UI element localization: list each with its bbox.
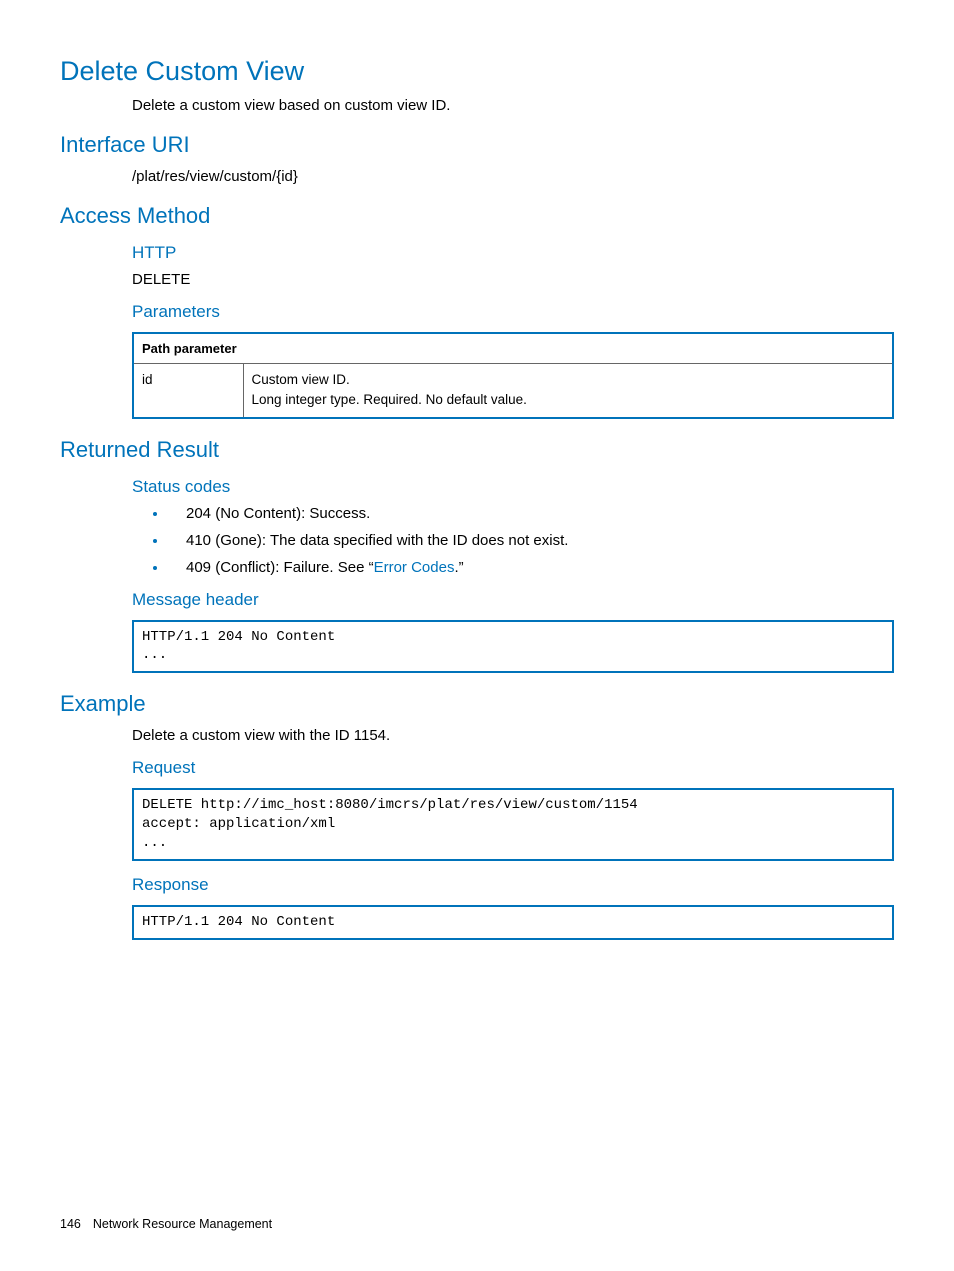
section-returned-result-heading: Returned Result	[60, 437, 894, 463]
http-heading: HTTP	[132, 243, 894, 263]
response-code: HTTP/1.1 204 No Content	[132, 905, 894, 940]
list-item: 204 (No Content): Success.	[168, 505, 894, 522]
request-code: DELETE http://imc_host:8080/imcrs/plat/r…	[132, 788, 894, 861]
list-item: 409 (Conflict): Failure. See “Error Code…	[168, 559, 894, 576]
param-desc-line2: Long integer type. Required. No default …	[252, 392, 527, 407]
chapter-name: Network Resource Management	[93, 1217, 272, 1231]
page-footer: 146 Network Resource Management	[60, 1217, 272, 1231]
request-heading: Request	[132, 758, 894, 778]
status-409-prefix: 409 (Conflict): Failure. See “	[186, 559, 374, 576]
status-409-suffix: .”	[454, 559, 463, 576]
param-desc-line1: Custom view ID.	[252, 372, 350, 387]
table-header-row: Path parameter	[133, 333, 893, 364]
list-item: 410 (Gone): The data specified with the …	[168, 532, 894, 549]
section-access-method-heading: Access Method	[60, 203, 894, 229]
param-desc-cell: Custom view ID. Long integer type. Requi…	[243, 364, 893, 418]
intro-text: Delete a custom view based on custom vie…	[132, 97, 894, 114]
page-number: 146	[60, 1217, 81, 1231]
param-name-cell: id	[133, 364, 243, 418]
http-method-value: DELETE	[132, 271, 894, 288]
parameters-heading: Parameters	[132, 302, 894, 322]
page-content: Delete Custom View Delete a custom view …	[0, 0, 954, 940]
example-intro: Delete a custom view with the ID 1154.	[132, 727, 894, 744]
response-heading: Response	[132, 875, 894, 895]
table-header: Path parameter	[133, 333, 893, 364]
section-interface-uri-heading: Interface URI	[60, 132, 894, 158]
page-title: Delete Custom View	[60, 56, 894, 87]
message-header-heading: Message header	[132, 590, 894, 610]
table-row: id Custom view ID. Long integer type. Re…	[133, 364, 893, 418]
status-codes-list: 204 (No Content): Success. 410 (Gone): T…	[60, 505, 894, 576]
section-example-heading: Example	[60, 691, 894, 717]
message-header-code: HTTP/1.1 204 No Content ...	[132, 620, 894, 674]
error-codes-link[interactable]: Error Codes	[374, 559, 455, 576]
path-parameter-table: Path parameter id Custom view ID. Long i…	[132, 332, 894, 419]
interface-uri-value: /plat/res/view/custom/{id}	[132, 168, 894, 185]
status-codes-heading: Status codes	[132, 477, 894, 497]
